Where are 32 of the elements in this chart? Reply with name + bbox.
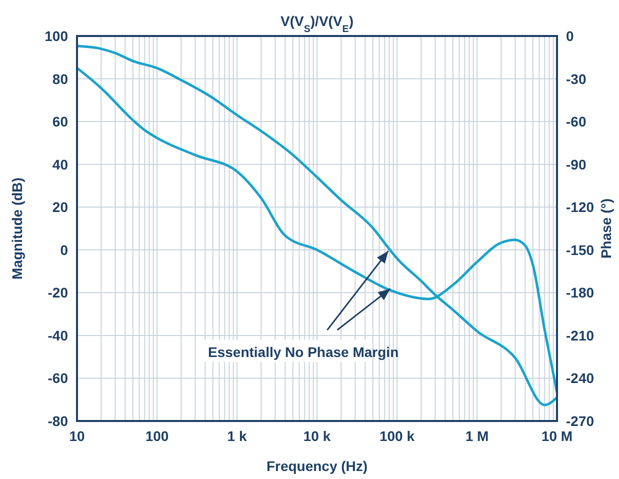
x-tick-label: 1 M <box>465 428 489 444</box>
y2-axis-title: Phase (°) <box>598 198 614 259</box>
y-tick-label: -80 <box>48 413 68 429</box>
y2-tick-label: -240 <box>566 370 594 386</box>
y-tick-label: 40 <box>52 156 68 172</box>
x-tick-label: 10 <box>69 428 85 444</box>
x-tick-label: 100 <box>145 428 169 444</box>
y-tick-label: 60 <box>52 114 68 130</box>
y2-tick-label: -210 <box>566 327 594 344</box>
y-tick-label: -40 <box>48 327 68 344</box>
y2-tick-label: -120 <box>566 199 594 216</box>
x-tick-label: 10 k <box>303 428 331 444</box>
y-axis-title: Magnitude (dB) <box>9 178 25 280</box>
y-tick-label: 0 <box>60 242 68 258</box>
chart-title: V(V$_{S}$)/V(V$_{E}$) <box>280 13 354 34</box>
y2-tick-label: -60 <box>566 114 586 130</box>
y-tick-label: 20 <box>52 199 68 216</box>
y2-tick-label: 0 <box>566 28 574 44</box>
y-tick-label: 80 <box>52 70 68 87</box>
y2-tick-label: -270 <box>566 413 594 429</box>
y2-tick-label: -150 <box>566 242 594 258</box>
y2-tick-label: -30 <box>566 70 586 87</box>
y2-tick-label: -180 <box>566 284 594 301</box>
annotation: Essentially No Phase Margin <box>208 344 399 360</box>
y-tick-label: -60 <box>48 370 68 386</box>
y-tick-label: -20 <box>48 284 68 301</box>
y-tick-label: 100 <box>44 28 68 44</box>
x-tick-label: 1 k <box>227 428 247 444</box>
x-tick-label: 100 k <box>379 428 415 444</box>
x-axis-title: Frequency (Hz) <box>266 458 368 474</box>
x-tick-label: 10 M <box>541 428 573 444</box>
y2-tick-label: -90 <box>566 156 586 172</box>
